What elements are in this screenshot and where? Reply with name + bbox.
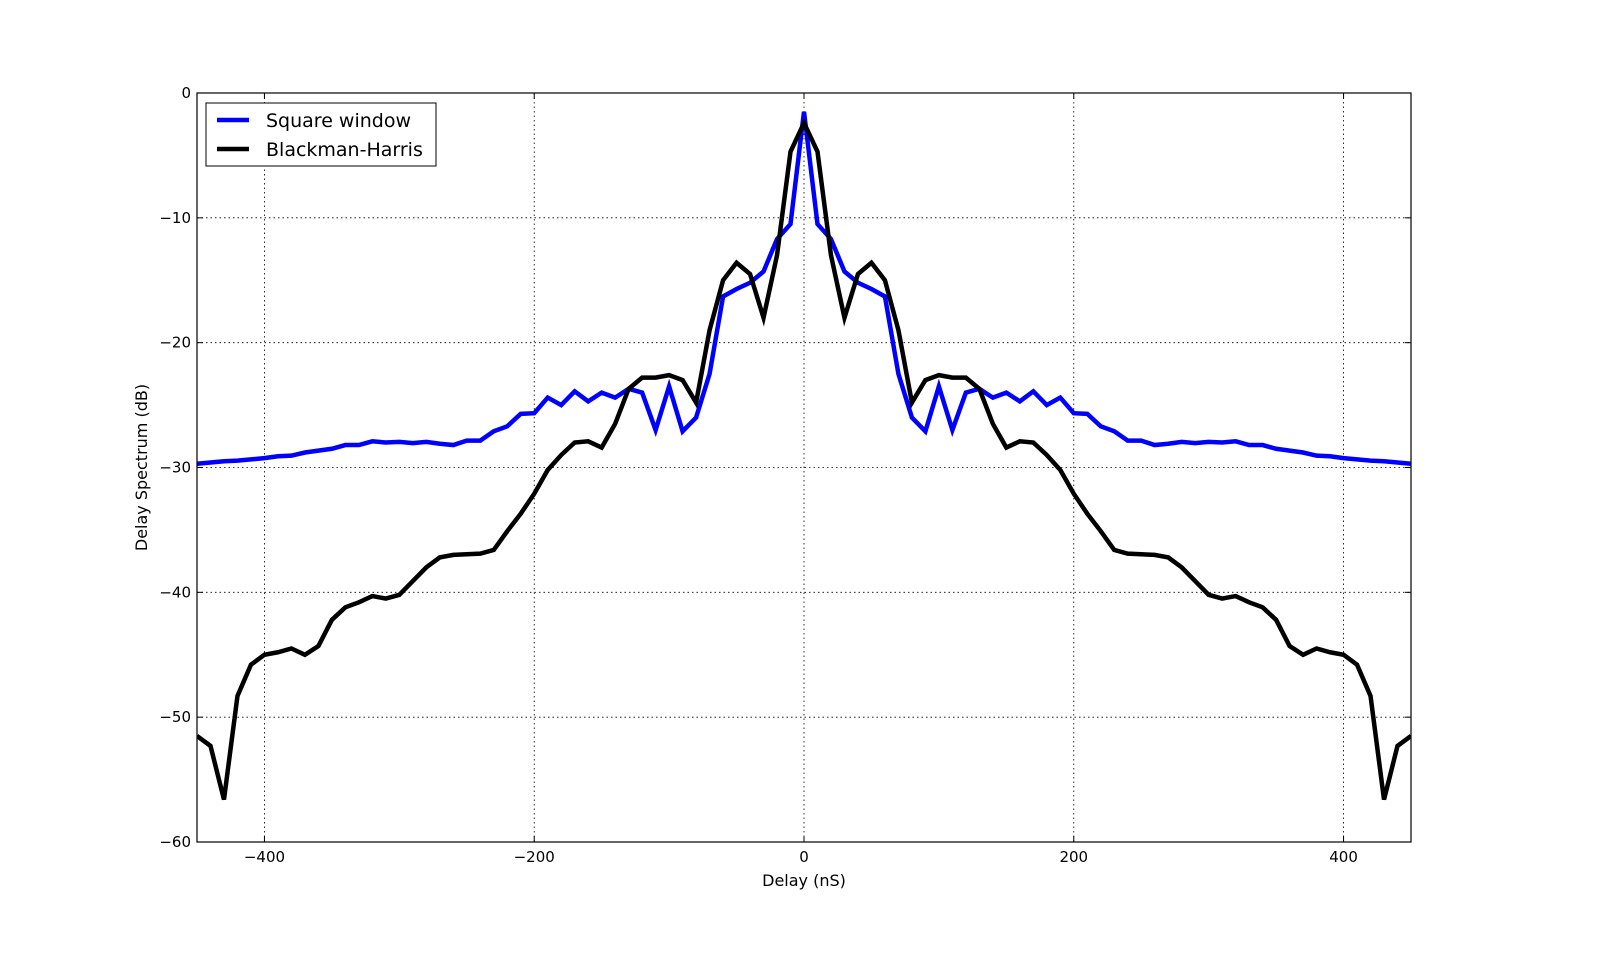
y-tick-label: 0 [181, 84, 191, 102]
legend-box [205, 102, 437, 167]
y-tick-label: −50 [159, 708, 191, 726]
x-tick-label: 200 [1059, 848, 1088, 866]
y-tick-label: −60 [159, 833, 191, 851]
x-tick-label: 0 [799, 848, 809, 866]
legend: Square window Blackman-Harris [205, 102, 437, 167]
x-tick-label: −400 [244, 848, 285, 866]
legend-label-square-window: Square window [266, 110, 411, 132]
series-line-square-window [197, 111, 1411, 466]
x-tick-label: 400 [1329, 848, 1358, 866]
series-line-blackman-harris [197, 117, 1411, 801]
legend-label-blackman-harris: Blackman-Harris [266, 139, 423, 161]
y-tick-label: −30 [159, 459, 191, 477]
series-layer [197, 111, 1411, 801]
axis-ticks: −400 −200 0 200 400 −60 −50 −40 −30 −20 −10 0 [159, 84, 1411, 866]
x-axis-label: Delay (nS) [762, 871, 846, 890]
grid [197, 93, 1411, 842]
x-tick-label: −200 [514, 848, 555, 866]
y-tick-label: −20 [159, 334, 191, 352]
y-tick-label: −10 [159, 209, 191, 227]
y-tick-label: −40 [159, 583, 191, 601]
y-axis-label: Delay Spectrum (dB) [132, 384, 151, 551]
